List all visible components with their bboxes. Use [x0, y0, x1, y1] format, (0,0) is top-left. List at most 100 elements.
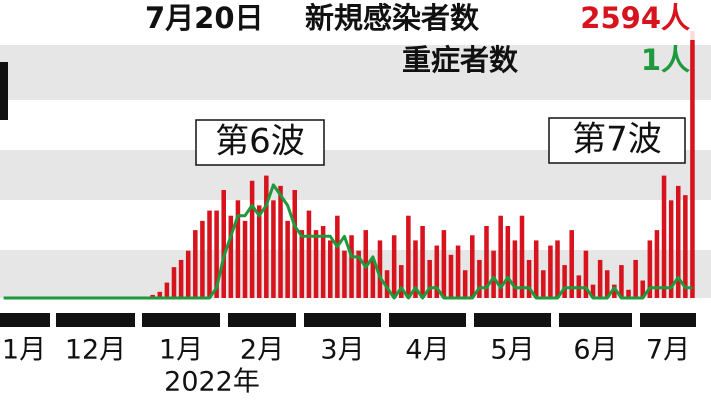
x-tick-label: 1月 — [159, 335, 203, 366]
bar — [562, 265, 567, 298]
bar — [292, 190, 298, 298]
bar — [675, 185, 681, 298]
bar — [271, 200, 276, 298]
month-bar — [559, 313, 632, 327]
bar — [256, 205, 262, 298]
bar — [207, 210, 212, 298]
x-axis: 1月 12月 1月 2月 3月 4月 5月 6月 7月 2022年 — [0, 313, 696, 398]
bar — [619, 265, 624, 298]
bar — [299, 230, 305, 298]
bar — [320, 226, 326, 298]
x-tick-label: 6月 — [573, 335, 617, 366]
bar — [427, 259, 432, 298]
bar — [448, 254, 454, 298]
bar — [349, 235, 354, 298]
bar — [413, 240, 418, 298]
annotation: 第6波 — [215, 122, 305, 162]
bar — [157, 291, 163, 298]
annotation-box — [548, 117, 686, 164]
bar — [455, 245, 461, 298]
bar — [377, 240, 383, 298]
bar — [313, 230, 319, 298]
bar — [569, 230, 574, 298]
bar — [363, 230, 369, 298]
month-bar — [389, 313, 466, 327]
month-bar — [304, 313, 381, 327]
bar — [342, 250, 347, 298]
bar — [335, 215, 340, 298]
bar — [533, 240, 539, 298]
marks — [3, 31, 695, 300]
bar — [441, 230, 447, 298]
bar — [398, 265, 404, 298]
bar — [654, 230, 660, 298]
frame-edge — [0, 62, 8, 120]
background-bands — [0, 45, 711, 298]
bar — [548, 245, 553, 298]
bar — [612, 284, 617, 298]
bar — [633, 259, 638, 298]
x-tick-label: 1月 — [2, 335, 46, 366]
month-bar — [228, 313, 296, 327]
bar — [434, 245, 440, 298]
bar — [235, 200, 241, 298]
bar — [278, 185, 283, 298]
bar — [420, 226, 425, 298]
bar — [228, 215, 234, 298]
bar — [193, 230, 198, 298]
severe-label: 1人 — [641, 43, 690, 77]
bar — [285, 220, 290, 298]
bar — [185, 250, 191, 298]
bar — [505, 226, 511, 298]
bar — [406, 215, 411, 298]
bar — [519, 215, 525, 298]
cases-label: 2594人 — [580, 1, 690, 35]
bar — [491, 250, 496, 298]
month-bar — [640, 313, 696, 327]
month-bar — [474, 313, 551, 327]
bar — [583, 250, 589, 298]
bar — [214, 210, 219, 298]
bar — [384, 270, 390, 298]
bar — [200, 220, 205, 298]
bar — [164, 282, 170, 298]
bar — [590, 284, 596, 298]
month-bar — [142, 313, 220, 327]
bar — [356, 250, 361, 298]
x-tick-label: 4月 — [405, 335, 449, 366]
bar — [668, 200, 674, 298]
bar — [512, 240, 518, 298]
bar — [470, 235, 475, 298]
bar — [370, 259, 376, 298]
bar — [150, 294, 155, 298]
bar — [604, 270, 610, 298]
date: 7月20日 — [145, 1, 264, 35]
band — [0, 45, 711, 100]
month-bar — [0, 313, 50, 327]
bar — [683, 195, 688, 298]
bar — [264, 175, 269, 298]
bar — [306, 210, 312, 298]
severe-line — [3, 183, 693, 300]
x-tick-label: 3月 — [320, 335, 364, 366]
bar — [477, 259, 482, 298]
bar — [391, 235, 397, 298]
bar — [462, 270, 468, 298]
bar — [647, 240, 653, 298]
annotation: 第7波 — [572, 120, 662, 160]
bar — [327, 240, 333, 298]
x-tick-label: 5月 — [490, 335, 534, 366]
bar — [242, 220, 248, 298]
bar — [498, 215, 503, 298]
year-label: 2022年 — [164, 367, 260, 398]
bar — [661, 175, 667, 298]
bar — [249, 180, 255, 298]
bar — [171, 267, 177, 298]
month-bar — [56, 313, 135, 327]
annotation-box — [195, 119, 325, 166]
header-bg — [0, 0, 711, 40]
bar — [178, 259, 184, 298]
bar — [555, 240, 560, 298]
bar — [526, 259, 532, 298]
